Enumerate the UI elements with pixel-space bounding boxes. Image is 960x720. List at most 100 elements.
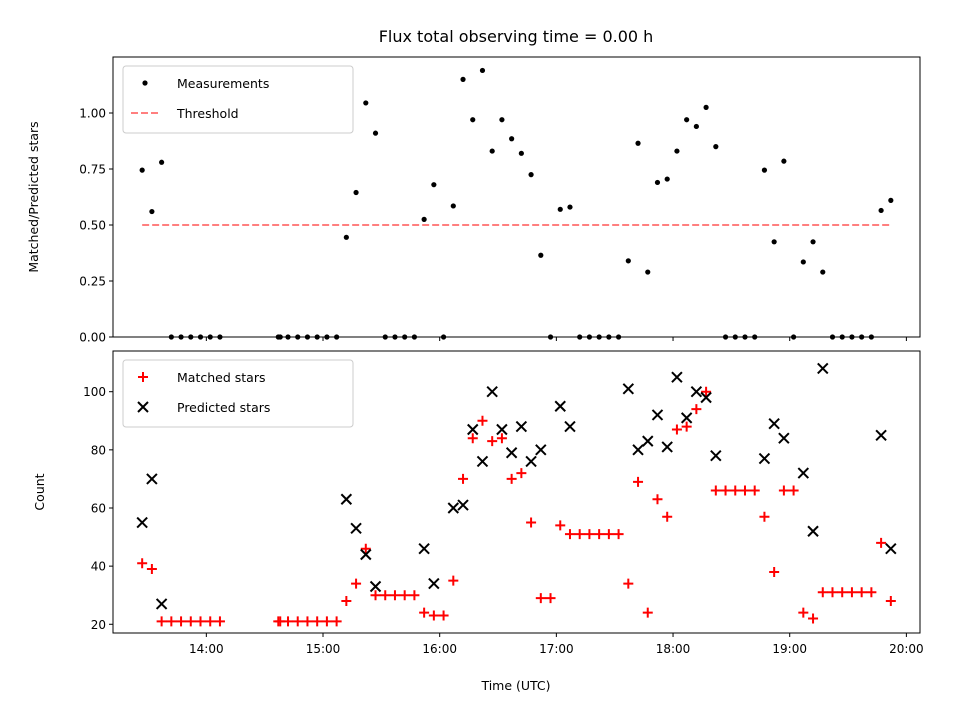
- data-point: [761, 167, 768, 173]
- data-point: [681, 421, 692, 432]
- data-point: [817, 587, 828, 598]
- data-point: [810, 239, 816, 245]
- data-point: [360, 548, 372, 561]
- data-point: [214, 616, 225, 627]
- y-tick-label: 0.50: [79, 219, 106, 233]
- data-point: [467, 433, 478, 444]
- plot-frame: [112, 350, 921, 634]
- data-point: [155, 598, 168, 610]
- data-point: [671, 371, 683, 383]
- data-point: [837, 587, 848, 598]
- x-tick-label: 15:00: [306, 642, 341, 656]
- y-tick-label: 0.00: [79, 331, 106, 345]
- data-point: [730, 485, 741, 496]
- legend-dot-swatch: [142, 80, 148, 86]
- y-tick-label: 20: [91, 618, 106, 632]
- data-point: [768, 417, 780, 430]
- data-point: [691, 404, 702, 415]
- legend-label: Threshold: [176, 106, 239, 121]
- data-point: [409, 590, 420, 601]
- data-point: [477, 415, 488, 426]
- x-tick-label: 19:00: [772, 642, 807, 656]
- data-point: [584, 529, 595, 540]
- data-point: [635, 140, 641, 146]
- data-point: [526, 517, 537, 528]
- data-point: [389, 590, 400, 601]
- data-point: [516, 468, 527, 479]
- data-point: [856, 587, 867, 598]
- data-point: [622, 383, 635, 395]
- data-point: [460, 76, 466, 82]
- data-point: [846, 587, 857, 598]
- data-point: [684, 117, 690, 123]
- data-point: [623, 578, 634, 589]
- series-matched-stars: [137, 386, 896, 627]
- data-point: [302, 616, 313, 627]
- legend: Matched stars Predicted stars: [122, 359, 354, 428]
- data-point: [341, 596, 352, 607]
- legend-box: [122, 359, 354, 428]
- data-point: [664, 176, 670, 182]
- data-point: [680, 412, 693, 424]
- data-point: [625, 258, 631, 264]
- data-point: [652, 494, 663, 505]
- y-tick-label: 80: [91, 443, 106, 457]
- data-point: [185, 616, 196, 627]
- data-point: [645, 269, 651, 275]
- data-point: [528, 172, 534, 178]
- data-point: [788, 485, 799, 496]
- data-point: [506, 473, 517, 484]
- legend: Measurements Threshold: [122, 65, 354, 134]
- legend-label: Matched stars: [177, 370, 265, 385]
- data-point: [149, 208, 155, 215]
- legend-label: Measurements: [177, 76, 269, 91]
- data-point: [489, 148, 495, 154]
- data-point: [340, 493, 353, 505]
- data-point: [703, 104, 709, 110]
- y-tick-label: 1.00: [79, 107, 106, 121]
- data-point: [778, 485, 789, 496]
- data-point: [159, 159, 165, 165]
- data-point: [564, 420, 576, 433]
- data-point: [557, 206, 563, 212]
- data-point: [156, 616, 167, 627]
- data-point: [603, 529, 614, 540]
- data-point: [351, 578, 362, 589]
- data-point: [205, 616, 216, 627]
- data-point: [700, 391, 712, 404]
- data-point: [447, 502, 460, 514]
- data-point: [808, 613, 819, 624]
- data-point: [486, 385, 498, 398]
- data-point: [693, 123, 699, 130]
- data-point: [720, 485, 731, 496]
- data-point: [662, 511, 673, 522]
- bottom-plot-panel: 20 40 60 80 100 14:00 15:00 16:00 17:00 18:00 19:0…: [32, 350, 924, 656]
- data-point: [878, 207, 884, 214]
- data-point: [781, 158, 787, 164]
- data-point: [360, 543, 371, 554]
- plot-frame: [112, 56, 921, 338]
- x-tick-label: 14:00: [189, 642, 224, 656]
- data-point: [885, 596, 896, 607]
- legend-label: Predicted stars: [177, 400, 270, 415]
- data-point: [567, 204, 573, 210]
- data-point: [594, 529, 605, 540]
- data-point: [518, 150, 524, 156]
- data-point: [321, 616, 332, 627]
- data-point: [769, 566, 780, 577]
- y-tick-label: 60: [91, 501, 106, 515]
- data-point: [370, 590, 381, 601]
- data-point: [710, 485, 721, 496]
- data-point: [674, 148, 680, 154]
- data-point: [136, 516, 148, 529]
- data-point: [535, 593, 546, 604]
- data-point: [418, 542, 430, 555]
- legend-x-swatch: [137, 401, 149, 413]
- data-point: [496, 433, 507, 444]
- data-point: [419, 607, 430, 618]
- data-point: [885, 542, 897, 555]
- data-point: [369, 580, 382, 593]
- data-point: [476, 455, 489, 468]
- legend-plus-swatch: [138, 372, 148, 382]
